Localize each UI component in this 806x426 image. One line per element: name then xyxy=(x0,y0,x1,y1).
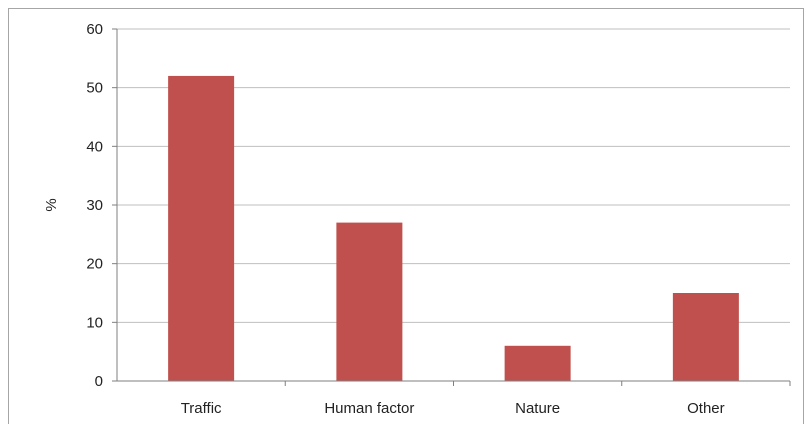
bars xyxy=(168,75,739,381)
axes xyxy=(112,28,791,386)
y-tick-label: 0 xyxy=(95,373,103,390)
y-tick-label: 10 xyxy=(86,314,103,331)
y-tick-label: 50 xyxy=(86,80,103,97)
y-axis-title: % xyxy=(43,198,60,211)
x-category-label: Other xyxy=(687,400,725,417)
bar-other xyxy=(672,293,739,381)
chart-frame xyxy=(8,8,804,424)
y-tick-labels: 0 10 20 30 40 50 60 xyxy=(86,21,103,390)
y-tick-label: 40 xyxy=(86,138,103,155)
x-category-label: Traffic xyxy=(181,400,222,417)
y-tick-label: 60 xyxy=(86,21,103,38)
bar-human-factor xyxy=(336,222,403,381)
y-tick-label: 30 xyxy=(86,197,103,214)
bar-traffic xyxy=(168,75,235,381)
x-category-label: Nature xyxy=(515,400,560,417)
bar-nature xyxy=(504,345,571,381)
x-category-labels: Traffic Human factor Nature Other xyxy=(181,400,725,417)
y-tick-label: 20 xyxy=(86,256,103,273)
x-category-label: Human factor xyxy=(324,400,414,417)
